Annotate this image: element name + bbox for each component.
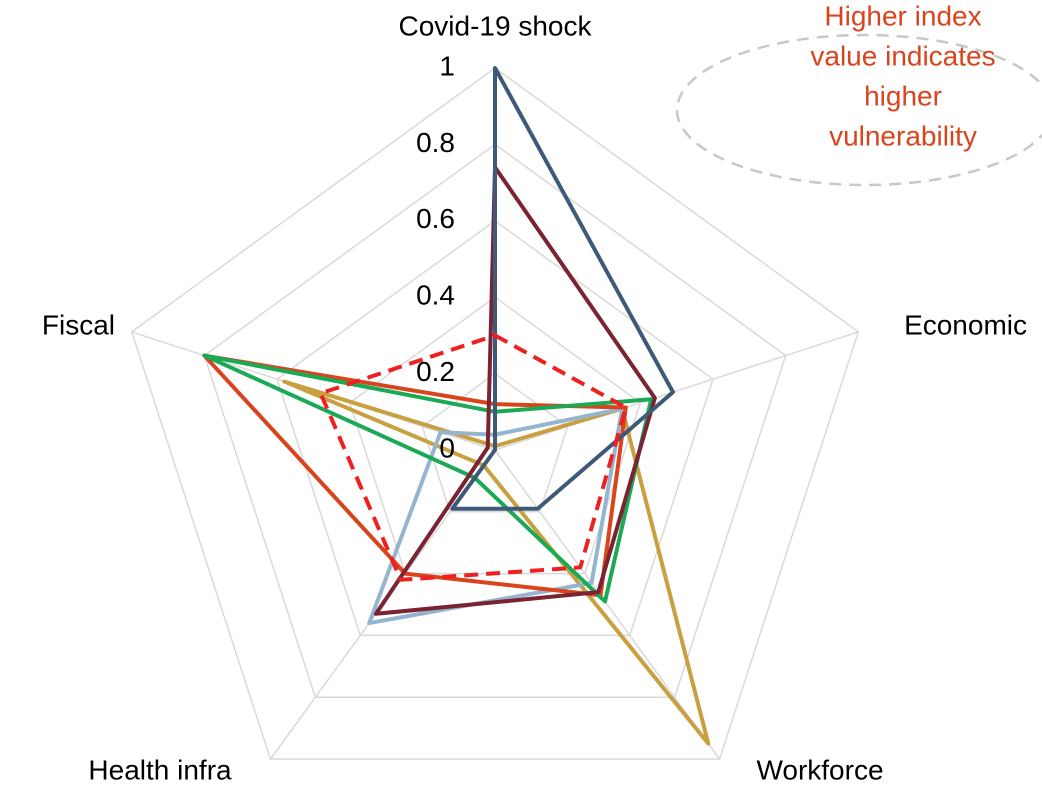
axis-label: Health infra — [88, 754, 232, 785]
axis-label: Workforce — [756, 754, 883, 785]
grid-line — [276, 219, 714, 637]
series-line — [202, 353, 654, 604]
axis-label: Economic — [904, 309, 1027, 340]
grid-line — [421, 372, 569, 513]
tick-label: 0.4 — [416, 280, 455, 311]
series-line — [318, 333, 628, 582]
axis-label: Fiscal — [42, 309, 115, 340]
annotation: Higher index — [824, 0, 981, 31]
spoke — [494, 449, 721, 760]
tick-label: 0.6 — [416, 203, 455, 234]
spoke — [494, 331, 859, 451]
tick-label: 0.8 — [416, 127, 455, 158]
series-line — [373, 165, 657, 616]
annotation: value indicates — [810, 40, 995, 71]
grid-line — [130, 67, 860, 760]
annotation: vulnerability — [829, 120, 977, 151]
annotation-ellipse — [675, 33, 1042, 187]
tick-label: 0.2 — [416, 356, 455, 387]
axis-label: Covid-19 shock — [399, 10, 593, 41]
annotation: higher — [864, 80, 942, 111]
grid-line — [203, 143, 787, 698]
tick-label: 0 — [439, 432, 455, 463]
series-line — [450, 66, 676, 511]
tick-label: 1 — [439, 50, 455, 81]
